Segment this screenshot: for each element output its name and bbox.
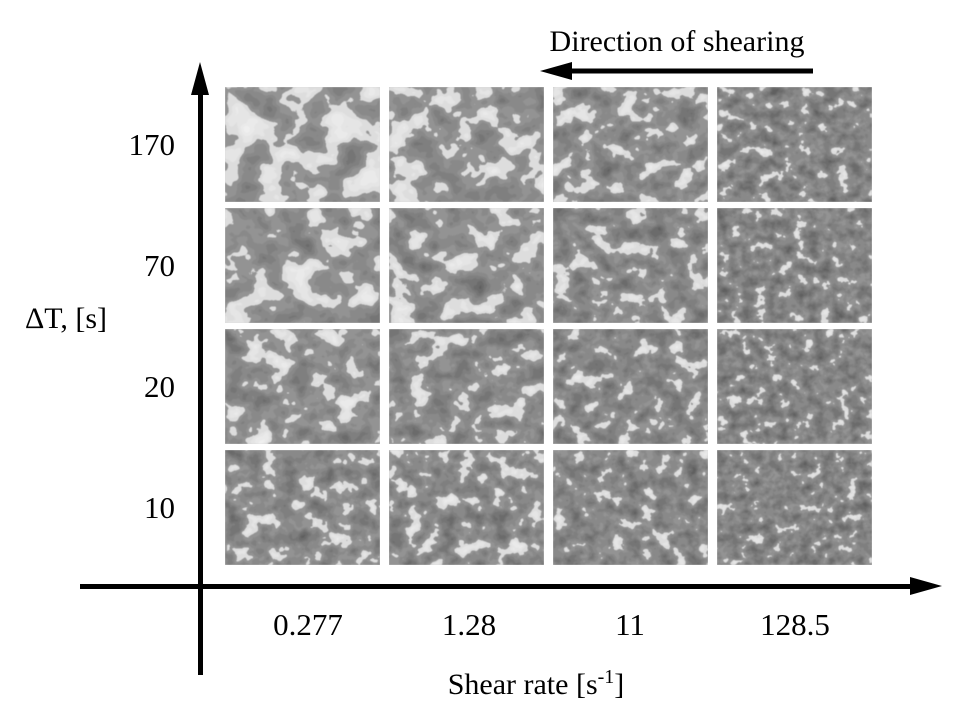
x-axis-arrowhead-icon — [910, 577, 942, 595]
micrograph-dt20s-sr11 — [553, 329, 708, 444]
x-axis-title-main: Shear rate [s — [447, 668, 598, 701]
x-axis-title-exponent: -1 — [597, 666, 615, 688]
micrograph-dt10s-sr128.5 — [717, 450, 872, 565]
micrograph-dt70s-sr1.28 — [389, 208, 544, 323]
micrograph-dt70s-sr128.5 — [717, 208, 872, 323]
shear-arrowhead-icon — [540, 62, 572, 80]
x-axis-title-close: ] — [614, 668, 625, 701]
x-tick-11: 11 — [615, 607, 645, 642]
x-axis-line — [80, 577, 942, 595]
y-tick-70: 70 — [144, 248, 175, 283]
micrograph-dt70s-sr11 — [553, 208, 708, 323]
x-tick-1.28: 1.28 — [441, 607, 497, 642]
x-tick-0.277: 0.277 — [273, 607, 343, 642]
y-tick-10: 10 — [144, 490, 175, 525]
shear-direction-label: Direction of shearing — [549, 25, 805, 58]
micrograph-dt20s-sr0.277 — [225, 329, 380, 444]
x-tick-128.5: 128.5 — [760, 607, 830, 642]
y-tick-170: 170 — [128, 127, 176, 162]
micrograph-dt10s-sr1.28 — [389, 450, 544, 565]
y-axis-line — [191, 62, 209, 675]
micrograph-dt170s-sr11 — [553, 87, 708, 202]
micrograph-grid — [225, 87, 872, 565]
micrograph-dt20s-sr1.28 — [389, 329, 544, 444]
y-tick-20: 20 — [144, 369, 175, 404]
micrograph-dt10s-sr11 — [553, 450, 708, 565]
micrograph-dt20s-sr128.5 — [717, 329, 872, 444]
x-axis-title: Shear rate [s-1] — [448, 661, 625, 701]
micrograph-dt10s-sr0.277 — [225, 450, 380, 565]
micrograph-dt170s-sr0.277 — [225, 87, 380, 202]
micrograph-dt170s-sr128.5 — [717, 87, 872, 202]
y-axis-arrowhead-icon — [191, 62, 209, 95]
y-axis-title: ΔT, [s] — [25, 302, 108, 335]
shear-direction-arrow — [540, 62, 813, 80]
micrograph-dt70s-sr0.277 — [225, 208, 380, 323]
micrograph-dt170s-sr1.28 — [389, 87, 544, 202]
